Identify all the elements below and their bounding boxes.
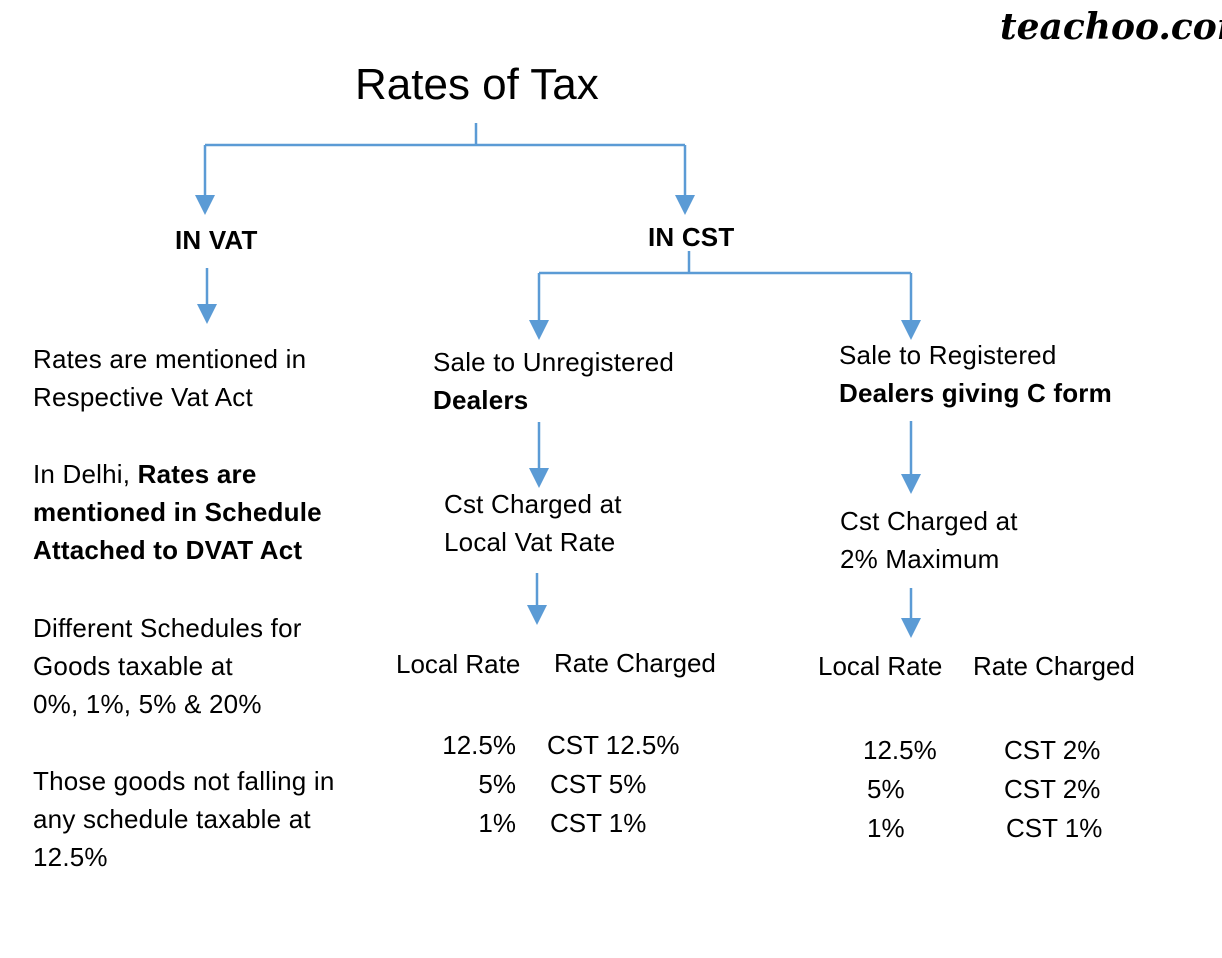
vat-p2-bold2: mentioned in Schedule: [33, 497, 322, 527]
unregistered-charge-line2: Local Vat Rate: [444, 527, 616, 557]
unregistered-row2-charged: CST 5%: [550, 769, 647, 799]
vat-p4-line2: any schedule taxable at: [33, 804, 311, 834]
unregistered-row1-local: 12.5%: [442, 730, 516, 760]
vat-p1-line1: Rates are mentioned in: [33, 344, 307, 374]
vat-rates-paragraph: Rates are mentioned in Respective Vat Ac…: [33, 340, 306, 416]
registered-row2-charged: CST 2%: [1004, 774, 1101, 804]
registered-row3-local: 1%: [867, 813, 905, 843]
unregistered-line1: Sale to Unregistered: [433, 347, 675, 377]
unregistered-row3-charged: CST 1%: [550, 808, 647, 838]
vat-delhi-paragraph: In Delhi, Rates are mentioned in Schedul…: [33, 455, 322, 569]
unregistered-line2: Dealers: [433, 385, 529, 415]
cst-heading: IN CST: [648, 222, 735, 252]
vat-p3-line3: 0%, 1%, 5% & 20%: [33, 689, 262, 719]
unregistered-sale-label: Sale to Unregistered Dealers: [433, 343, 674, 419]
page-title: Rates of Tax: [355, 60, 599, 109]
registered-line1: Sale to Registered: [839, 340, 1057, 370]
registered-row2-local: 5%: [867, 774, 905, 804]
vat-heading: IN VAT: [175, 225, 258, 255]
vat-p2-prefix: In Delhi,: [33, 459, 138, 489]
vat-p2-line1: In Delhi, Rates are: [33, 455, 322, 493]
unregistered-row1-charged: CST 12.5%: [547, 730, 680, 760]
registered-line2: Dealers giving C form: [839, 378, 1112, 408]
brand-logo: teachoo.com: [1000, 6, 1222, 48]
registered-charge-line2: 2% Maximum: [840, 544, 1000, 574]
vat-p2-bold1: Rates are: [137, 459, 257, 489]
unregistered-row3-local: 1%: [478, 808, 516, 838]
unregistered-row2-local: 5%: [478, 769, 516, 799]
vat-p4-line3: 12.5%: [33, 842, 108, 872]
registered-col-charged: Rate Charged: [973, 651, 1135, 681]
registered-charge-label: Cst Charged at 2% Maximum: [840, 502, 1018, 578]
unregistered-charge-line1: Cst Charged at: [444, 489, 622, 519]
vat-p2-bold3: Attached to DVAT Act: [33, 535, 303, 565]
unregistered-col-local: Local Rate: [396, 649, 521, 679]
registered-sale-label: Sale to Registered Dealers giving C form: [839, 336, 1112, 412]
vat-schedules-paragraph: Different Schedules for Goods taxable at…: [33, 609, 302, 723]
unregistered-charge-label: Cst Charged at Local Vat Rate: [444, 485, 622, 561]
vat-p3-line2: Goods taxable at: [33, 651, 233, 681]
unregistered-col-charged: Rate Charged: [554, 648, 716, 678]
registered-charge-line1: Cst Charged at: [840, 506, 1018, 536]
vat-p1-line2: Respective Vat Act: [33, 382, 253, 412]
registered-col-local: Local Rate: [818, 651, 943, 681]
vat-p3-line1: Different Schedules for: [33, 613, 302, 643]
registered-row1-local: 12.5%: [863, 735, 937, 765]
vat-p4-line1: Those goods not falling in: [33, 766, 335, 796]
registered-row3-charged: CST 1%: [1006, 813, 1103, 843]
registered-row1-charged: CST 2%: [1004, 735, 1101, 765]
vat-others-paragraph: Those goods not falling in any schedule …: [33, 762, 335, 876]
